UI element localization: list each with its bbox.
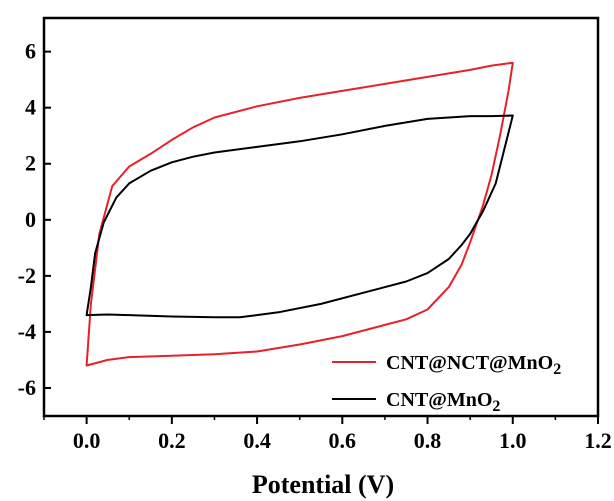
x-tick-label: 0.6 [329,428,357,453]
y-tick-label: 2 [25,151,36,176]
y-tick-label: -2 [18,263,36,288]
series-line-cnt-nct-mno2 [85,61,514,367]
x-axis-label: Potential (V) [252,470,394,499]
x-tick-label: 0.8 [414,428,442,453]
x-tick-label: 0.2 [158,428,186,453]
x-tick-label: 1.2 [584,428,612,453]
legend-entry-label: CNT@MnO2 [386,389,500,415]
y-axis-ticks: -6 -4 -2 0 2 4 6 [18,39,51,400]
y-tick-label: 0 [25,207,36,232]
x-tick-label: 0.0 [73,428,101,453]
x-axis-ticks: 0.0 0.2 0.4 0.6 0.8 1.0 1.2 [43,416,612,453]
y-tick-label: -6 [18,375,36,400]
y-tick-label: 6 [25,39,36,64]
legend-entry-label: CNT@NCT@MnO2 [386,352,561,378]
plot-frame [42,16,600,418]
x-tick-label: 1.0 [499,428,527,453]
series-line-cnt-mno2 [85,114,514,319]
series-lines [85,61,514,367]
y-tick-label: 4 [25,95,36,120]
y-tick-label: -4 [18,319,36,344]
plot-area-frame [42,16,600,418]
legend: CNT@NCT@MnO2 CNT@MnO2 [332,352,561,415]
x-tick-label: 0.4 [243,428,271,453]
